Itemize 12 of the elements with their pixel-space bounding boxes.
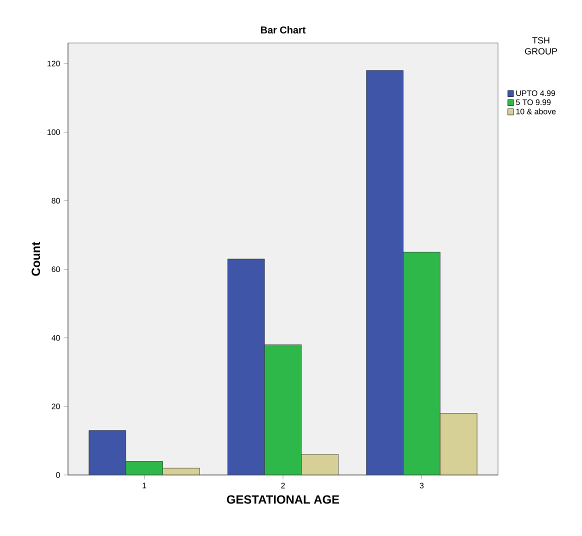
bar [126,461,163,475]
legend-title: TSH GROUP [525,37,557,54]
bar [403,252,440,475]
x-axis-title: GESTATIONAL AGE [226,495,340,504]
bar [264,344,302,475]
bar [88,430,126,475]
bar [301,454,339,475]
bar [440,413,478,475]
bar [366,70,404,475]
chart-title: Bar Chart [260,26,306,34]
y-axis-title: Count [32,242,40,276]
bar [227,258,265,475]
